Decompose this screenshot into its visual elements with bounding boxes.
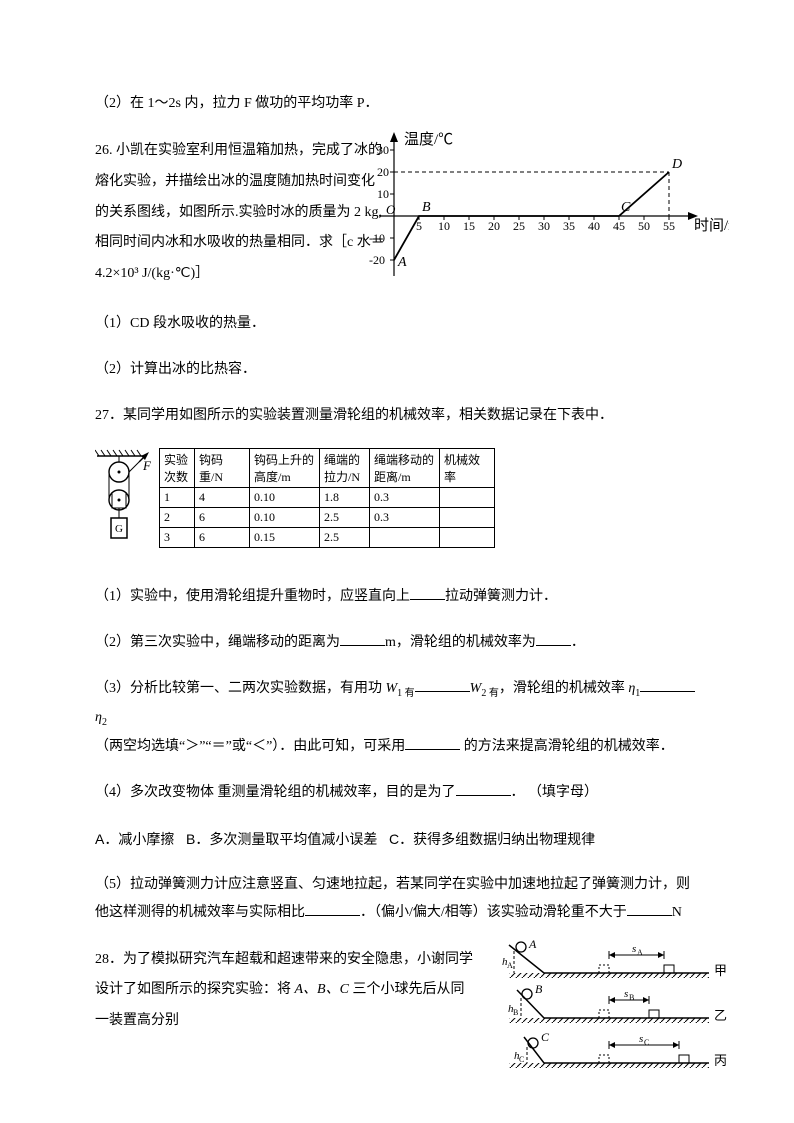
blank [405,735,460,750]
svg-text:B: B [629,993,634,1002]
svg-text:B: B [422,200,431,215]
blank [627,901,672,916]
blank [536,631,571,646]
svg-text:F: F [142,458,152,473]
blank [415,677,470,692]
svg-text:5: 5 [416,219,422,233]
table-row: 1 4 0.10 1.8 0.3 [160,487,495,507]
svg-text:G: G [115,523,123,535]
svg-text:乙: 乙 [714,1008,727,1023]
q25-part2: （2）在 1～2s 内，拉力 F 做功的平均功率 P． [95,90,699,118]
svg-text:A: A [397,255,407,270]
option-c: C．获得多组数据归纳出物理规律 [389,831,595,847]
svg-text:20: 20 [377,165,389,179]
svg-text:35: 35 [563,219,575,233]
q26-chart: 温度/℃ 时间/min 30 20 10 -10 -20 O 5 10 15 2… [364,126,729,291]
svg-text:s: s [632,943,636,955]
svg-text:55: 55 [663,219,675,233]
pulley-diagram: G F [95,448,157,563]
col-height: 钩码上升的高度/m [250,448,320,487]
q26-sub1: （1）CD 段水吸收的热量． [95,310,699,338]
col-exp-num: 实验次数 [160,448,195,487]
svg-text:s: s [639,1033,643,1045]
svg-text:A: A [637,948,643,957]
q27-intro: 27．某同学用如图所示的实验装置测量滑轮组的机械效率，相关数据记录在下表中． [95,402,699,430]
q26-sub2: （2）计算出冰的比热容． [95,356,699,384]
q26-intro: 26. 小凯在实验室利用恒温箱加热，完成了冰的熔化实验，并描绘出冰的温度随加热时… [95,136,385,290]
blank [305,901,360,916]
q28-figure: A hA sA 甲 B [499,935,729,1075]
svg-text:C: C [519,1055,524,1064]
q27-sub2: （2）第三次实验中，绳端移动的距离为m，滑轮组的机械效率为． [95,629,699,657]
svg-text:15: 15 [463,219,475,233]
svg-text:C: C [644,1038,649,1047]
svg-text:30: 30 [538,219,550,233]
svg-text:-10: -10 [369,231,385,245]
blank [340,631,385,646]
q26-block: 26. 小凯在实验室利用恒温箱加热，完成了冰的熔化实验，并描绘出冰的温度随加热时… [95,136,699,290]
option-a: A．减小摩擦 [95,831,174,847]
q27-figure-table: G F 实验次数 钩码重/N 钩码上升的高度/m 绳端的拉力/N 绳端移动的距离… [95,448,699,563]
svg-text:-20: -20 [369,253,385,267]
col-weight: 钩码重/N [195,448,250,487]
col-distance: 绳端移动的距离/m [370,448,440,487]
svg-text:D: D [671,157,682,172]
blank [456,781,511,796]
svg-text:甲: 甲 [714,963,727,978]
svg-text:10: 10 [438,219,450,233]
svg-text:30: 30 [377,143,389,157]
svg-text:s: s [624,988,628,1000]
svg-text:丙: 丙 [714,1053,727,1068]
col-force: 绳端的拉力/N [320,448,370,487]
q27-sub3: （3）分析比较第一、二两次实验数据，有用功 W1 有W2 有，滑轮组的机械效率 … [95,675,699,761]
svg-text:A: A [528,937,537,951]
svg-text:B: B [535,982,543,996]
option-b: B．多次测量取平均值减小误差 [186,831,377,847]
svg-text:45: 45 [613,219,625,233]
blank [410,585,445,600]
q27-data-table: 实验次数 钩码重/N 钩码上升的高度/m 绳端的拉力/N 绳端移动的距离/m 机… [159,448,495,548]
table-row: 3 6 0.15 2.5 [160,527,495,547]
svg-text:25: 25 [513,219,525,233]
blank [640,677,695,692]
col-efficiency: 机械效率 [440,448,495,487]
svg-text:20: 20 [488,219,500,233]
svg-text:C: C [541,1030,550,1044]
xlabel: 时间/min [694,217,729,234]
q28-block: 28．为了模拟研究汽车超载和超速带来的安全隐患，小谢同学设计了如图所示的探究实验… [95,945,699,1037]
svg-text:10: 10 [377,187,389,201]
q28-intro: 28．为了模拟研究汽车超载和超速带来的安全隐患，小谢同学设计了如图所示的探究实验… [95,945,475,1037]
q27-options: A．减小摩擦 B．多次测量取平均值减小误差 C．获得多组数据归纳出物理规律 [95,825,699,853]
svg-text:O: O [386,202,396,217]
q27-sub5: （5）拉动弹簧测力计应注意竖直、匀速地拉起，若某同学在实验中加速地拉起了弹簧测力… [95,871,699,927]
q27-sub4: （4）多次改变物体 重测量滑轮组的机械效率，目的是为了． （填字母） [95,779,699,807]
svg-text:40: 40 [588,219,600,233]
svg-text:C: C [621,200,631,215]
svg-text:B: B [513,1008,518,1017]
table-row: 2 6 0.10 2.5 0.3 [160,507,495,527]
q27-sub1: （1）实验中，使用滑轮组提升重物时，应竖直向上拉动弹簧测力计． [95,583,699,611]
svg-text:A: A [507,961,513,970]
ylabel: 温度/℃ [404,131,453,148]
svg-text:50: 50 [638,219,650,233]
